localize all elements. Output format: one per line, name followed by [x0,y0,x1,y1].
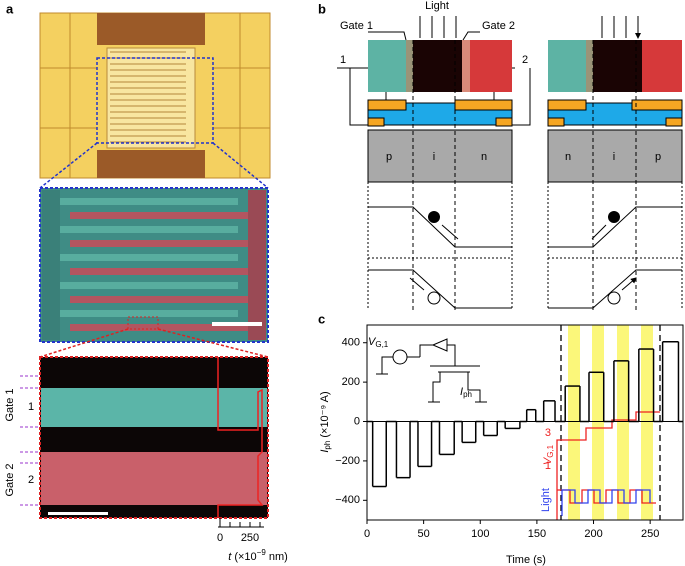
finger [70,268,248,275]
y-tick-label: −200 [335,455,360,467]
panel-c: c 3 1 VG,1 Light VG,1 Iph Time (s) Iph (… [318,311,684,566]
plot-frame [366,324,684,521]
electrode [42,190,60,340]
y-tick-label: −400 [335,494,360,506]
finger [60,282,238,289]
gate-label: Gate 1 [340,20,373,32]
region-label: n [565,151,571,163]
device-area [106,47,196,149]
tick-label: 0 [217,532,223,544]
axis-label: t (×10−9 nm) [228,548,288,563]
scale-bar [212,322,262,326]
row-label: 2 [28,474,34,486]
x-tick-label: 250 [641,528,659,540]
contact-label: 2 [522,54,528,66]
x-axis-label: Time (s) [506,554,546,566]
pad [97,150,205,178]
region-label: n [481,151,487,163]
inset-label: Iph [460,386,472,399]
x-tick-label: 100 [471,528,489,540]
x-tick-label: 50 [418,528,430,540]
finger [60,226,238,233]
electrode [248,190,266,340]
region-label: i [433,151,435,163]
gate-label: Gate 1 [4,388,16,421]
finger [60,254,238,261]
inset-label: VG,1 [368,336,389,349]
panel-label: a [6,1,14,16]
device-stack [367,99,683,183]
x-tick-label: 150 [528,528,546,540]
inset-label: Light [540,488,552,512]
circuit [376,338,487,403]
x-tick-label: 0 [364,528,370,540]
gate-label: Gate 2 [4,463,16,496]
y-tick-label: 400 [342,337,360,349]
inset-label: 1 [545,460,551,472]
region-label: p [386,151,392,163]
finger [70,296,248,303]
finger [60,310,238,317]
finger [70,212,248,219]
light-label: Light [425,0,449,12]
y-tick-label: 0 [354,415,360,427]
scale-bar [48,512,108,515]
contact-label: 1 [340,54,346,66]
inset-label: VG,1 [542,444,555,465]
finger [70,324,248,331]
optical-image [39,187,269,343]
panel-label: c [318,311,325,326]
gate-label: Gate 2 [482,20,515,32]
y-tick-label: 200 [342,376,360,388]
tick-label: 250 [241,532,259,544]
panel-b: b Gate 1 Light Gate 2 1 2 p i n n i p [318,0,683,310]
y-axis-label: Iph (×10⁻⁹ A) [319,391,332,452]
region-label: i [613,151,615,163]
finger [60,198,238,205]
inset-label: 3 [545,427,551,439]
x-tick-label: 200 [584,528,602,540]
finger [70,240,248,247]
region-label: p [655,151,661,163]
panel-a: a Gate 1 1 Gate 2 2 0 250 t (×10−9 nm) [4,1,288,562]
pad [97,13,205,45]
panel-label: b [318,1,326,16]
row-label: 1 [28,401,34,413]
